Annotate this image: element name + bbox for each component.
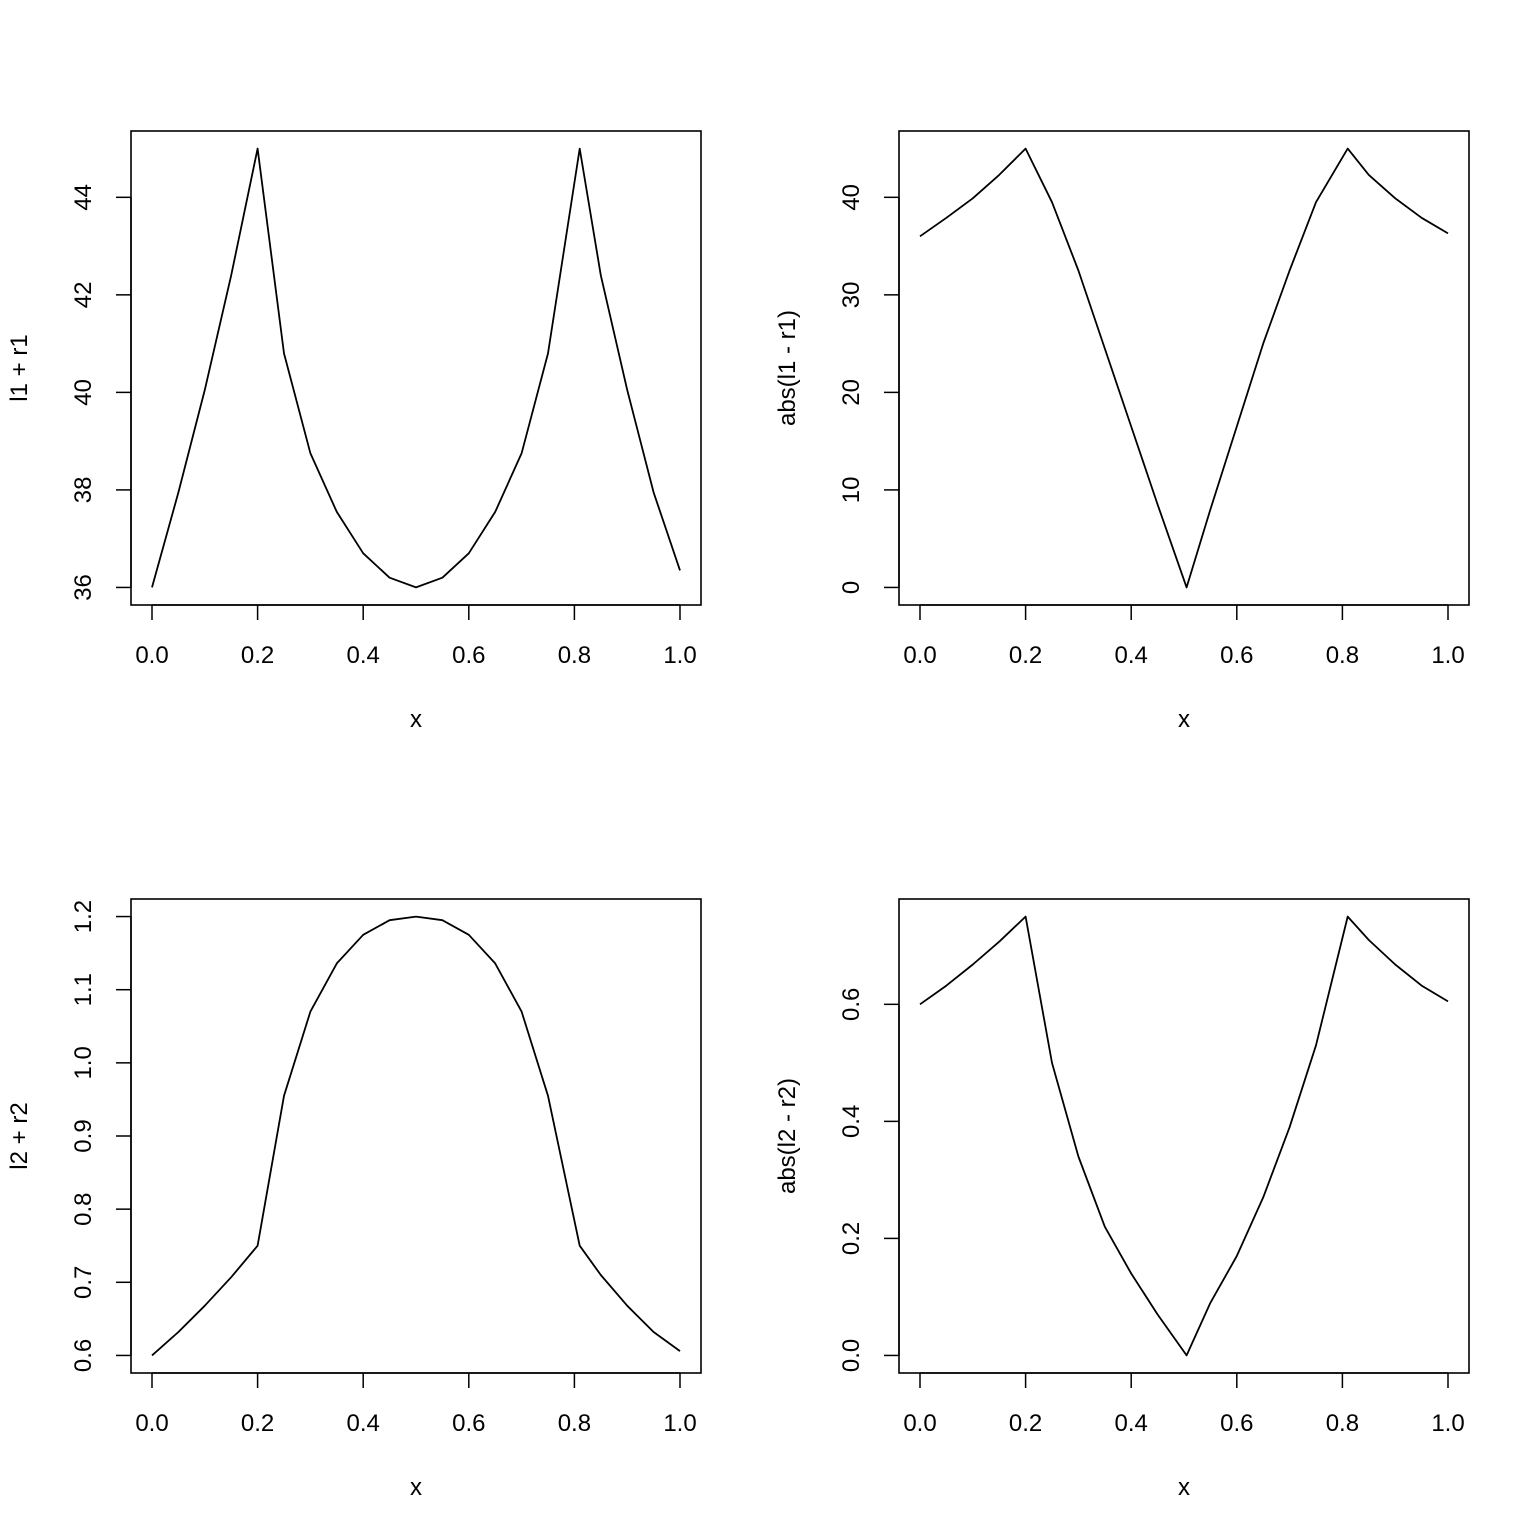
chart-panel-1: 0.0 0.2 0.4 0.6 0.8 1.0 36 38 40 42 44 x l1 + r1 [6, 130, 702, 733]
x-tick-label: 1.0 [1431, 642, 1464, 669]
x-tick-label: 0.8 [558, 642, 591, 669]
y-axis-label: l1 + r1 [6, 334, 33, 401]
series-line-1 [151, 915, 681, 1357]
chart-panel-3: 0.0 0.2 0.4 0.6 0.8 1.0 0.6 0.7 0.8 0.9 1.0 1.1 1.2 x… [6, 898, 702, 1501]
x-tick-label: 0.6 [452, 642, 485, 669]
chart-panel-4: 0.0 0.2 0.4 0.6 0.8 1.0 0.0 0.2 0.4 0.6 x abs(l2 - … [774, 898, 1470, 1501]
y-tick-label: 36 [70, 574, 97, 601]
y-tick-label: 10 [838, 477, 865, 504]
x-axis-label: x [1178, 1474, 1190, 1501]
x-tick-label: 0.0 [135, 1410, 168, 1437]
y-tick-label: 20 [838, 379, 865, 406]
x-tick-label: 0.4 [1115, 642, 1148, 669]
y-tick-label: 0.0 [838, 1339, 865, 1372]
series-line-1 [919, 147, 1449, 589]
y-axis-label: abs(l1 - r1) [774, 310, 801, 426]
x-tick-label: 0.2 [1009, 1410, 1042, 1437]
y-axis-label: l2 + r2 [6, 1102, 33, 1169]
x-tick-label: 1.0 [663, 642, 696, 669]
x-tick-label: 0.8 [1326, 1410, 1359, 1437]
y-tick-label: 40 [70, 379, 97, 406]
x-tick-label: 0.8 [1326, 642, 1359, 669]
x-tick-label: 1.0 [1431, 1410, 1464, 1437]
x-tick-label: 0.2 [241, 642, 274, 669]
series-line-1 [919, 915, 1449, 1357]
x-tick-label: 0.4 [1115, 1410, 1148, 1437]
x-tick-label: 0.8 [558, 1410, 591, 1437]
chart-panel-2: 0.0 0.2 0.4 0.6 0.8 1.0 0 10 20 30 40 x abs(l1 - r1) [774, 130, 1470, 733]
x-axis-label: x [410, 706, 422, 733]
y-tick-label: 0 [838, 581, 865, 594]
y-tick-label: 0.9 [70, 1119, 97, 1152]
x-tick-label: 0.0 [903, 1410, 936, 1437]
y-tick-label: 0.7 [70, 1266, 97, 1299]
x-tick-label: 0.4 [347, 1410, 380, 1437]
x-axis-label: x [1178, 706, 1190, 733]
y-tick-label: 40 [838, 184, 865, 211]
x-tick-label: 0.6 [1220, 642, 1253, 669]
x-tick-label: 0.6 [1220, 1410, 1253, 1437]
x-tick-label: 0.0 [903, 642, 936, 669]
y-tick-label: 1.1 [70, 973, 97, 1006]
y-tick-label: 42 [70, 282, 97, 309]
x-tick-label: 0.0 [135, 642, 168, 669]
y-tick-label: 0.6 [70, 1339, 97, 1372]
x-tick-label: 1.0 [663, 1410, 696, 1437]
x-tick-label: 0.2 [241, 1410, 274, 1437]
y-axis-label: abs(l2 - r2) [774, 1078, 801, 1194]
x-axis-label: x [410, 1474, 422, 1501]
y-tick-label: 0.2 [838, 1222, 865, 1255]
y-tick-label: 44 [70, 184, 97, 211]
y-tick-label: 30 [838, 282, 865, 309]
x-tick-label: 0.4 [347, 642, 380, 669]
x-tick-label: 0.6 [452, 1410, 485, 1437]
y-tick-label: 1.2 [70, 900, 97, 933]
y-tick-label: 0.6 [838, 988, 865, 1021]
y-tick-label: 38 [70, 477, 97, 504]
series-line-1 [151, 147, 681, 589]
y-tick-label: 0.4 [838, 1105, 865, 1138]
y-tick-label: 0.8 [70, 1192, 97, 1225]
x-tick-label: 0.2 [1009, 642, 1042, 669]
y-tick-label: 1.0 [70, 1046, 97, 1079]
